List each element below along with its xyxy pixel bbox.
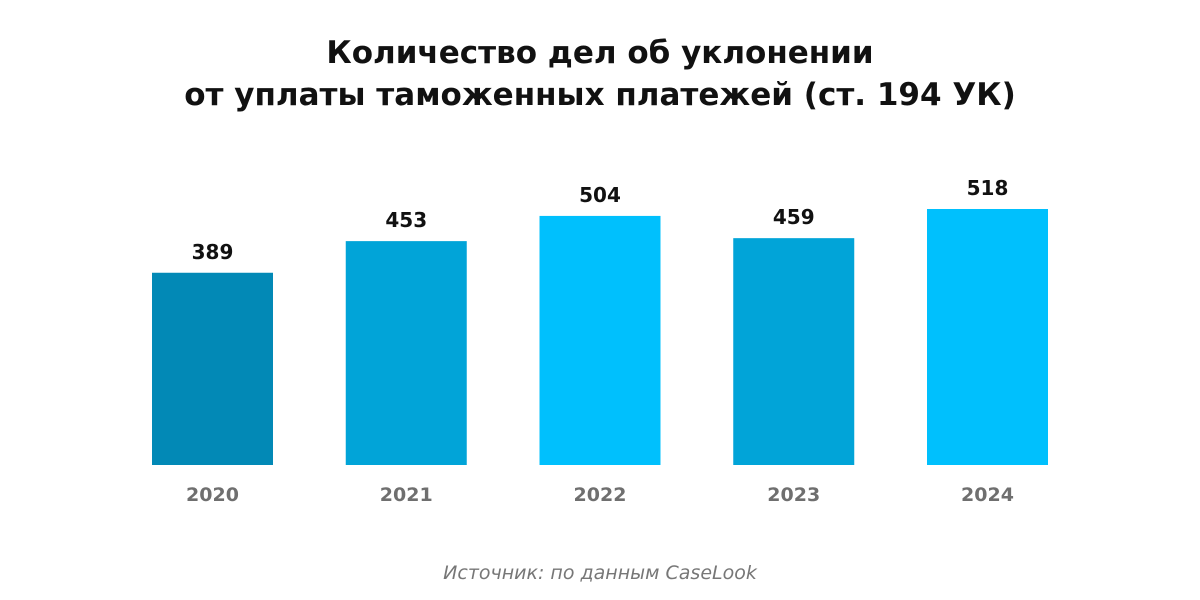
bar-2024 (927, 209, 1048, 465)
x-tick-label-2022: 2022 (574, 484, 627, 506)
x-tick-label-2020: 2020 (186, 484, 239, 506)
x-tick-label-2021: 2021 (380, 484, 433, 506)
chart-title-line-1: Количество дел об уклонении (326, 35, 874, 71)
data-label-2021: 453 (385, 208, 427, 232)
data-label-2022: 504 (579, 183, 621, 207)
x-tick-label-2024: 2024 (961, 484, 1014, 506)
bar-2020 (152, 272, 273, 465)
data-label-2024: 518 (967, 176, 1009, 200)
bar-2021 (345, 241, 467, 465)
chart-title: Количество дел об уклонении от уплаты та… (0, 32, 1200, 116)
chart-title-line-2: от уплаты таможенных платежей (ст. 194 У… (184, 77, 1016, 113)
data-label-2020: 389 (192, 240, 234, 264)
source-note: Источник: по данным CaseLook (443, 562, 757, 584)
x-tick-label-2023: 2023 (767, 484, 820, 506)
data-label-2023: 459 (773, 205, 815, 229)
bar-2023 (733, 238, 855, 465)
bar-2022 (539, 215, 661, 465)
